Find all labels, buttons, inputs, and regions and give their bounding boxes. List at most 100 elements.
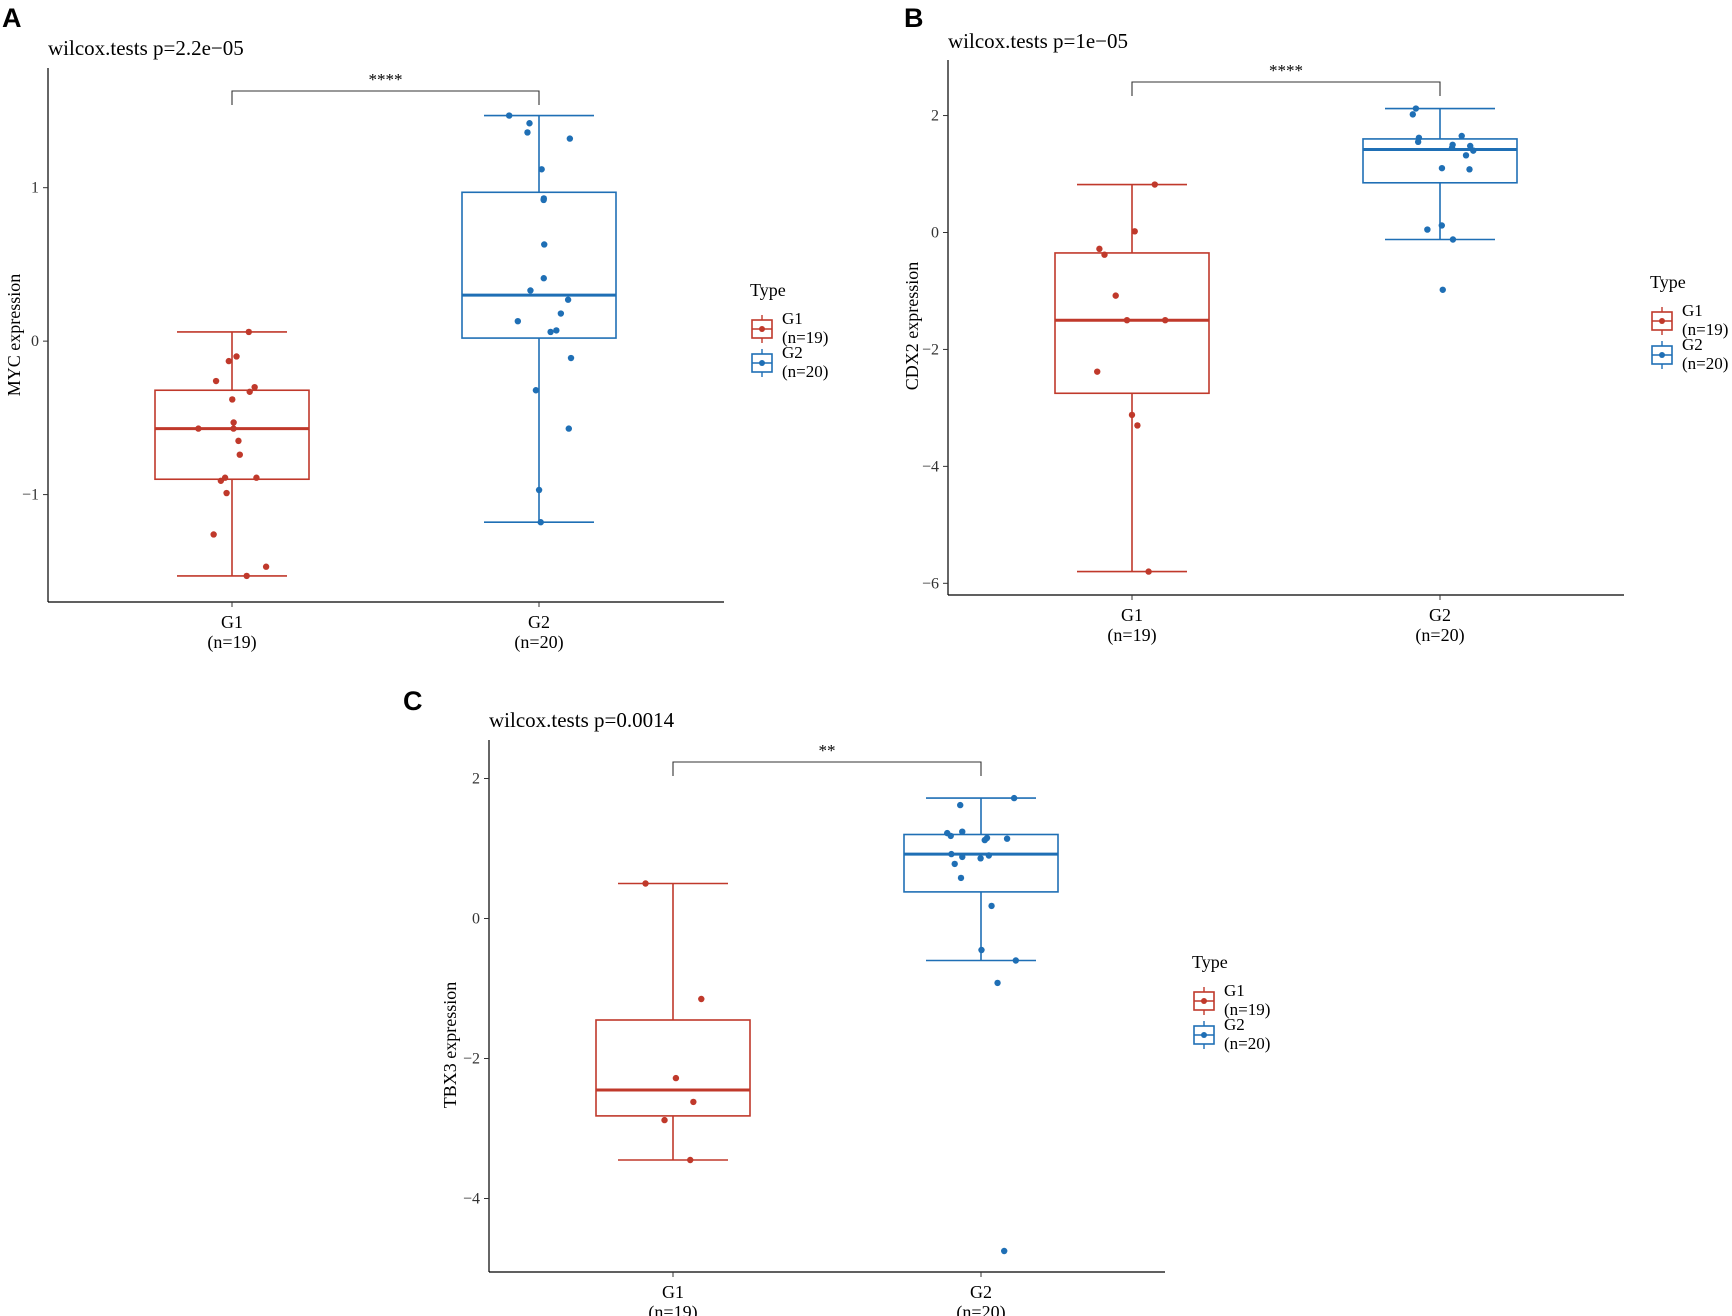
legend-label-g2: G2 — [1224, 1015, 1245, 1034]
legend-sublabel-g2: (n=20) — [782, 362, 828, 381]
significance-bracket — [1131, 81, 1441, 96]
panel-a-myc: A wilcox.tests p=2.2e−05 MYC expression … — [2, 3, 828, 653]
data-point — [557, 310, 565, 317]
legend-key-point — [1659, 352, 1665, 358]
box-iqr — [461, 191, 617, 339]
x-tick-sublabel: (n=19) — [1107, 625, 1156, 646]
data-point — [1409, 111, 1417, 118]
legend-sublabel-g2: (n=20) — [1682, 354, 1728, 373]
data-point — [1449, 236, 1457, 243]
legend-title: Type — [1650, 272, 1686, 292]
data-point — [1128, 411, 1136, 419]
data-point — [212, 377, 220, 385]
legend-key-point — [759, 326, 765, 332]
data-point — [1101, 251, 1108, 258]
y-tick-label: −2 — [922, 341, 939, 358]
data-point — [233, 353, 240, 360]
data-point — [1151, 181, 1158, 188]
data-point — [540, 275, 547, 282]
data-point — [527, 287, 534, 294]
data-point — [253, 474, 260, 481]
y-tick-label: 0 — [472, 911, 480, 928]
data-point — [642, 880, 649, 887]
data-point — [672, 1074, 680, 1082]
data-point — [230, 425, 237, 432]
legend: Type G1(n=19)G2(n=20) — [750, 280, 828, 381]
chart-title-a: wilcox.tests p=2.2e−05 — [48, 36, 244, 60]
y-tick-label: −1 — [22, 487, 39, 504]
box-iqr — [1054, 252, 1210, 395]
significance-stars: **** — [1269, 61, 1303, 80]
data-point — [229, 396, 236, 403]
data-point — [1438, 164, 1446, 172]
data-point — [1424, 226, 1431, 233]
legend-title: Type — [750, 280, 786, 300]
legend-label-g2: G2 — [782, 343, 803, 362]
data-point — [948, 850, 955, 858]
x-tick-sublabel: (n=19) — [648, 1302, 697, 1316]
significance-stars: ** — [819, 741, 836, 760]
data-point — [698, 995, 705, 1003]
significance-stars: **** — [369, 70, 403, 89]
data-point — [514, 317, 522, 325]
data-point — [524, 129, 531, 136]
data-point — [1458, 132, 1465, 140]
chart-title-c: wilcox.tests p=0.0014 — [489, 708, 675, 732]
data-point — [1094, 368, 1101, 375]
legend-key-point — [759, 360, 765, 366]
significance-bracket — [231, 90, 540, 105]
data-point — [251, 383, 258, 391]
data-point — [235, 437, 242, 445]
data-point — [1131, 228, 1138, 235]
significance-bracket — [672, 761, 982, 776]
data-point — [1448, 144, 1456, 151]
x-tick-sublabel: (n=20) — [1415, 625, 1464, 646]
data-point — [540, 196, 547, 204]
data-point — [957, 801, 964, 809]
legend-sublabel-g1: (n=19) — [1224, 1000, 1270, 1019]
panel-label-a: A — [2, 3, 22, 33]
data-point — [1412, 105, 1420, 112]
panel-c-tbx3: C wilcox.tests p=0.0014 TBX3 expression … — [403, 686, 1270, 1316]
data-point — [566, 135, 574, 142]
data-point — [1470, 147, 1477, 154]
x-tick-sublabel: (n=20) — [514, 632, 563, 653]
data-point — [687, 1156, 694, 1164]
data-point — [1414, 138, 1422, 146]
data-point — [564, 296, 572, 303]
data-point — [994, 979, 1001, 987]
panel-label-b: B — [904, 3, 924, 33]
legend-key-point — [1201, 1032, 1207, 1038]
legend-sublabel-g1: (n=19) — [782, 328, 828, 347]
data-point — [541, 241, 548, 248]
x-tick-label: G2 — [528, 612, 550, 632]
data-point — [225, 357, 233, 365]
x-tick-sublabel: (n=20) — [956, 1302, 1005, 1316]
data-point — [1439, 286, 1446, 293]
data-point — [1123, 316, 1131, 324]
data-point — [246, 388, 253, 395]
legend-sublabel-g1: (n=19) — [1682, 320, 1728, 339]
data-point — [245, 328, 253, 336]
data-point — [195, 425, 202, 432]
data-point — [537, 519, 544, 526]
y-axis-label-c: TBX3 expression — [440, 982, 460, 1108]
legend-key-point — [1659, 318, 1665, 324]
y-tick-label: 1 — [31, 180, 39, 197]
data-point — [210, 531, 217, 538]
data-point — [988, 902, 995, 910]
data-point — [690, 1098, 697, 1106]
data-point — [1000, 1247, 1008, 1255]
y-tick-label: 0 — [31, 333, 39, 350]
data-point — [1466, 166, 1473, 173]
data-point — [243, 572, 250, 580]
data-point — [1012, 957, 1020, 964]
data-point — [217, 477, 225, 484]
legend: Type G1(n=19)G2(n=20) — [1650, 272, 1728, 373]
data-point — [1462, 152, 1470, 159]
x-tick-label: G2 — [1429, 605, 1451, 625]
data-point — [262, 563, 270, 570]
data-point — [547, 328, 554, 336]
legend-sublabel-g2: (n=20) — [1224, 1034, 1270, 1053]
data-point — [1134, 422, 1141, 429]
